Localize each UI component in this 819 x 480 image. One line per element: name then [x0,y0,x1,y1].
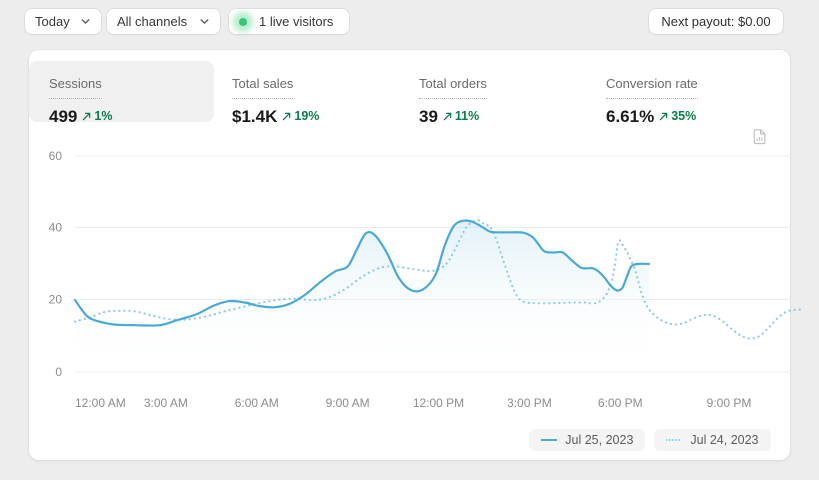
svg-text:60: 60 [49,149,63,163]
svg-text:6:00 AM: 6:00 AM [235,396,279,410]
svg-text:40: 40 [49,221,63,235]
svg-text:3:00 PM: 3:00 PM [507,396,552,410]
svg-text:12:00 AM: 12:00 AM [75,396,126,410]
svg-text:0: 0 [55,365,62,379]
svg-text:6:00 PM: 6:00 PM [598,396,643,410]
svg-text:9:00 AM: 9:00 AM [326,396,370,410]
svg-text:12:00 PM: 12:00 PM [413,396,464,410]
svg-text:20: 20 [49,293,63,307]
svg-text:3:00 AM: 3:00 AM [144,396,188,410]
svg-text:9:00 PM: 9:00 PM [707,396,752,410]
